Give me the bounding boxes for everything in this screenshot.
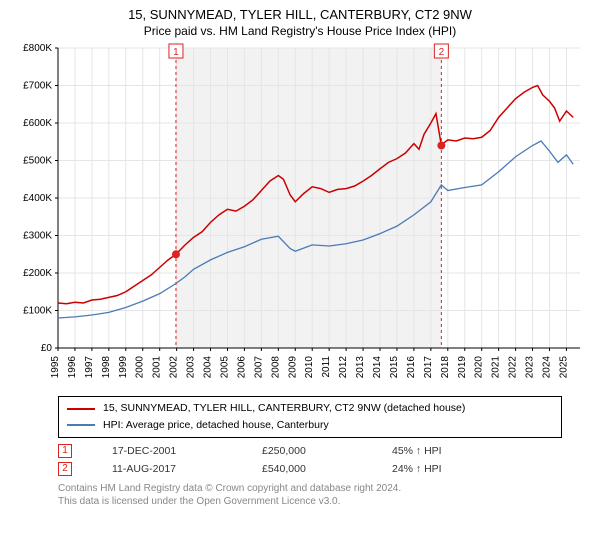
footer-line2: This data is licensed under the Open Gov… xyxy=(58,495,562,508)
svg-text:1999: 1999 xyxy=(118,356,129,379)
chart: £0 £100K £200K £300K £400K £500K £600K £700K £80… xyxy=(8,42,592,390)
svg-text:2: 2 xyxy=(439,47,445,58)
svg-text:£500K: £500K xyxy=(23,156,52,167)
svg-text:2014: 2014 xyxy=(372,356,383,379)
footer: Contains HM Land Registry data © Crown c… xyxy=(58,482,562,508)
svg-text:2010: 2010 xyxy=(304,356,315,379)
marker-date: 11-AUG-2017 xyxy=(112,463,222,475)
marker-num-box: 2 xyxy=(58,462,72,476)
svg-text:1995: 1995 xyxy=(50,356,61,379)
marker-date: 17-DEC-2001 xyxy=(112,445,222,457)
svg-text:2003: 2003 xyxy=(186,356,197,379)
svg-text:2024: 2024 xyxy=(541,356,552,379)
svg-text:2023: 2023 xyxy=(525,356,536,379)
marker-delta: 24% ↑ HPI xyxy=(392,463,442,475)
marker-row: 2 11-AUG-2017 £540,000 24% ↑ HPI xyxy=(58,460,562,478)
legend-row: 15, SUNNYMEAD, TYLER HILL, CANTERBURY, C… xyxy=(67,400,553,417)
svg-text:1996: 1996 xyxy=(67,356,78,379)
svg-text:£0: £0 xyxy=(41,343,53,354)
legend-swatch xyxy=(67,424,95,426)
marker-table: 1 17-DEC-2001 £250,000 45% ↑ HPI 2 11-AUG-201… xyxy=(58,442,562,478)
chart-subtitle: Price paid vs. HM Land Registry's House … xyxy=(8,24,592,38)
legend-row: HPI: Average price, detached house, Cant… xyxy=(67,417,553,434)
svg-text:1997: 1997 xyxy=(84,356,95,379)
svg-text:2005: 2005 xyxy=(219,356,230,379)
svg-text:2009: 2009 xyxy=(287,356,298,379)
svg-text:2025: 2025 xyxy=(558,356,569,379)
svg-text:2013: 2013 xyxy=(355,356,366,379)
svg-text:2021: 2021 xyxy=(491,356,502,379)
marker-row: 1 17-DEC-2001 £250,000 45% ↑ HPI xyxy=(58,442,562,460)
marker-delta: 45% ↑ HPI xyxy=(392,445,442,457)
marker-num-box: 1 xyxy=(58,444,72,458)
svg-text:2018: 2018 xyxy=(440,356,451,379)
svg-text:£800K: £800K xyxy=(23,43,52,54)
legend-swatch xyxy=(67,408,95,410)
svg-text:£100K: £100K xyxy=(23,306,52,317)
svg-text:2004: 2004 xyxy=(203,356,214,379)
svg-text:2008: 2008 xyxy=(270,356,281,379)
svg-text:£300K: £300K xyxy=(23,231,52,242)
svg-text:2012: 2012 xyxy=(338,356,349,379)
svg-text:2019: 2019 xyxy=(457,356,468,379)
svg-text:2015: 2015 xyxy=(389,356,400,379)
svg-text:2020: 2020 xyxy=(474,356,485,379)
svg-text:2006: 2006 xyxy=(236,356,247,379)
svg-text:£600K: £600K xyxy=(23,118,52,129)
svg-text:1: 1 xyxy=(173,47,179,58)
legend-label: HPI: Average price, detached house, Cant… xyxy=(103,417,329,434)
svg-text:2000: 2000 xyxy=(135,356,146,379)
legend-label: 15, SUNNYMEAD, TYLER HILL, CANTERBURY, C… xyxy=(103,400,465,417)
marker-price: £540,000 xyxy=(262,463,352,475)
svg-text:2011: 2011 xyxy=(321,356,332,378)
chart-svg: £0 £100K £200K £300K £400K £500K £600K £700K £80… xyxy=(8,42,592,390)
footer-line1: Contains HM Land Registry data © Crown c… xyxy=(58,482,562,495)
svg-text:2016: 2016 xyxy=(406,356,417,379)
legend: 15, SUNNYMEAD, TYLER HILL, CANTERBURY, C… xyxy=(58,396,562,438)
svg-text:£700K: £700K xyxy=(23,81,52,92)
chart-title: 15, SUNNYMEAD, TYLER HILL, CANTERBURY, C… xyxy=(8,6,592,24)
svg-text:£200K: £200K xyxy=(23,268,52,279)
svg-text:2022: 2022 xyxy=(508,356,519,379)
svg-text:2001: 2001 xyxy=(152,356,163,379)
svg-text:1998: 1998 xyxy=(101,356,112,379)
svg-text:£400K: £400K xyxy=(23,193,52,204)
svg-text:2002: 2002 xyxy=(169,356,180,379)
marker-price: £250,000 xyxy=(262,445,352,457)
svg-text:2007: 2007 xyxy=(253,356,264,379)
svg-text:2017: 2017 xyxy=(423,356,434,379)
